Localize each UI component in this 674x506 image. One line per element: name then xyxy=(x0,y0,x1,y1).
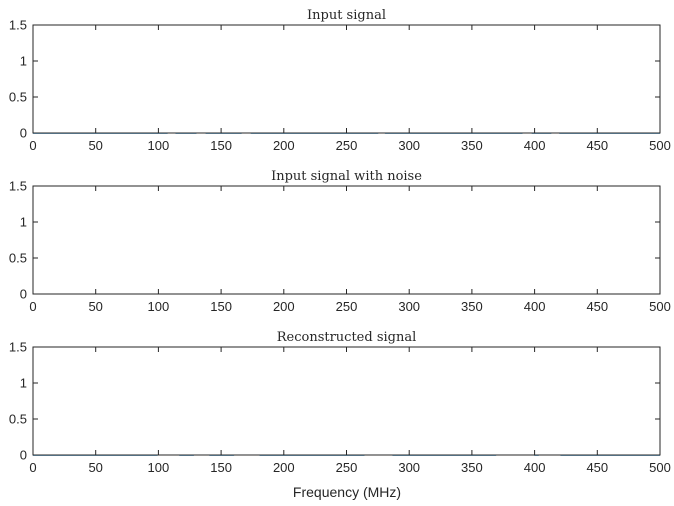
x-tick-label: 500 xyxy=(649,460,671,475)
subplot-title: Input signal with noise xyxy=(271,169,422,184)
y-tick-label: 1 xyxy=(20,215,27,230)
y-tick-label: 0 xyxy=(20,126,27,141)
subplot-title: Reconstructed signal xyxy=(277,330,417,345)
subplot-3: 0 50 100 150 200 250 300 350 400 450 500 0 0.5 1 1.5 Re… xyxy=(9,330,671,475)
x-tick-label: 400 xyxy=(524,138,546,153)
y-tick-label: 0 xyxy=(20,287,27,302)
y-tick-label: 1 xyxy=(20,376,27,391)
x-tick-label: 50 xyxy=(88,138,102,153)
x-tick-label: 50 xyxy=(88,299,102,314)
y-tick-label: 1.5 xyxy=(9,18,27,33)
x-tick-label: 350 xyxy=(461,299,483,314)
subplots-container: 0 50 100 150 200 250 300 350 400 450 50000.511.5In… xyxy=(9,8,671,475)
y-tick-label: 0.5 xyxy=(9,90,27,105)
x-tick-label: 200 xyxy=(273,299,295,314)
x-tick-label: 150 xyxy=(210,460,232,475)
y-tick-label: 1.5 xyxy=(9,340,27,355)
x-tick-label: 150 xyxy=(210,299,232,314)
x-tick-label: 0 xyxy=(29,299,36,314)
x-tick-label: 450 xyxy=(586,460,608,475)
y-tick-label: 0.5 xyxy=(9,412,27,427)
axes-frame xyxy=(32,185,661,295)
x-tick-label: 50 xyxy=(88,460,102,475)
x-tick-label: 150 xyxy=(210,138,232,153)
y-tick-label: 0.5 xyxy=(9,251,27,266)
x-tick-label: 300 xyxy=(398,299,420,314)
subplot-1: 0 50 100 150 200 250 300 350 400 450 500 0 0.5 1 1.5 In… xyxy=(9,8,671,153)
y-tick-label: 1 xyxy=(20,54,27,69)
x-tick-label: 250 xyxy=(336,460,358,475)
x-tick-label: 450 xyxy=(586,299,608,314)
y-tick-label: 0 xyxy=(20,448,27,463)
subplot-title: Input signal xyxy=(307,8,386,23)
x-tick-label: 100 xyxy=(148,460,170,475)
x-tick-label: 200 xyxy=(273,460,295,475)
subplot-2: 0 50 100 150 200 250 300 350 400 450 500 0 0.5 1 1.5 In… xyxy=(9,169,671,314)
x-tick-label: 450 xyxy=(586,138,608,153)
axes-frame xyxy=(32,24,661,134)
x-tick-label: 400 xyxy=(524,460,546,475)
x-tick-label: 500 xyxy=(649,138,671,153)
x-tick-label: 100 xyxy=(148,138,170,153)
x-tick-label: 300 xyxy=(398,460,420,475)
axes-frame xyxy=(32,346,661,456)
y-tick-label: 1.5 xyxy=(9,179,27,194)
x-tick-label: 0 xyxy=(29,460,36,475)
x-tick-label: 350 xyxy=(461,138,483,153)
x-tick-label: 200 xyxy=(273,138,295,153)
x-tick-label: 500 xyxy=(649,299,671,314)
x-axis-label: Frequency (MHz) xyxy=(293,484,401,500)
x-tick-label: 0 xyxy=(29,138,36,153)
x-tick-label: 350 xyxy=(461,460,483,475)
x-tick-label: 250 xyxy=(336,299,358,314)
x-tick-label: 300 xyxy=(398,138,420,153)
x-tick-label: 400 xyxy=(524,299,546,314)
x-tick-label: 250 xyxy=(336,138,358,153)
x-tick-label: 100 xyxy=(148,299,170,314)
